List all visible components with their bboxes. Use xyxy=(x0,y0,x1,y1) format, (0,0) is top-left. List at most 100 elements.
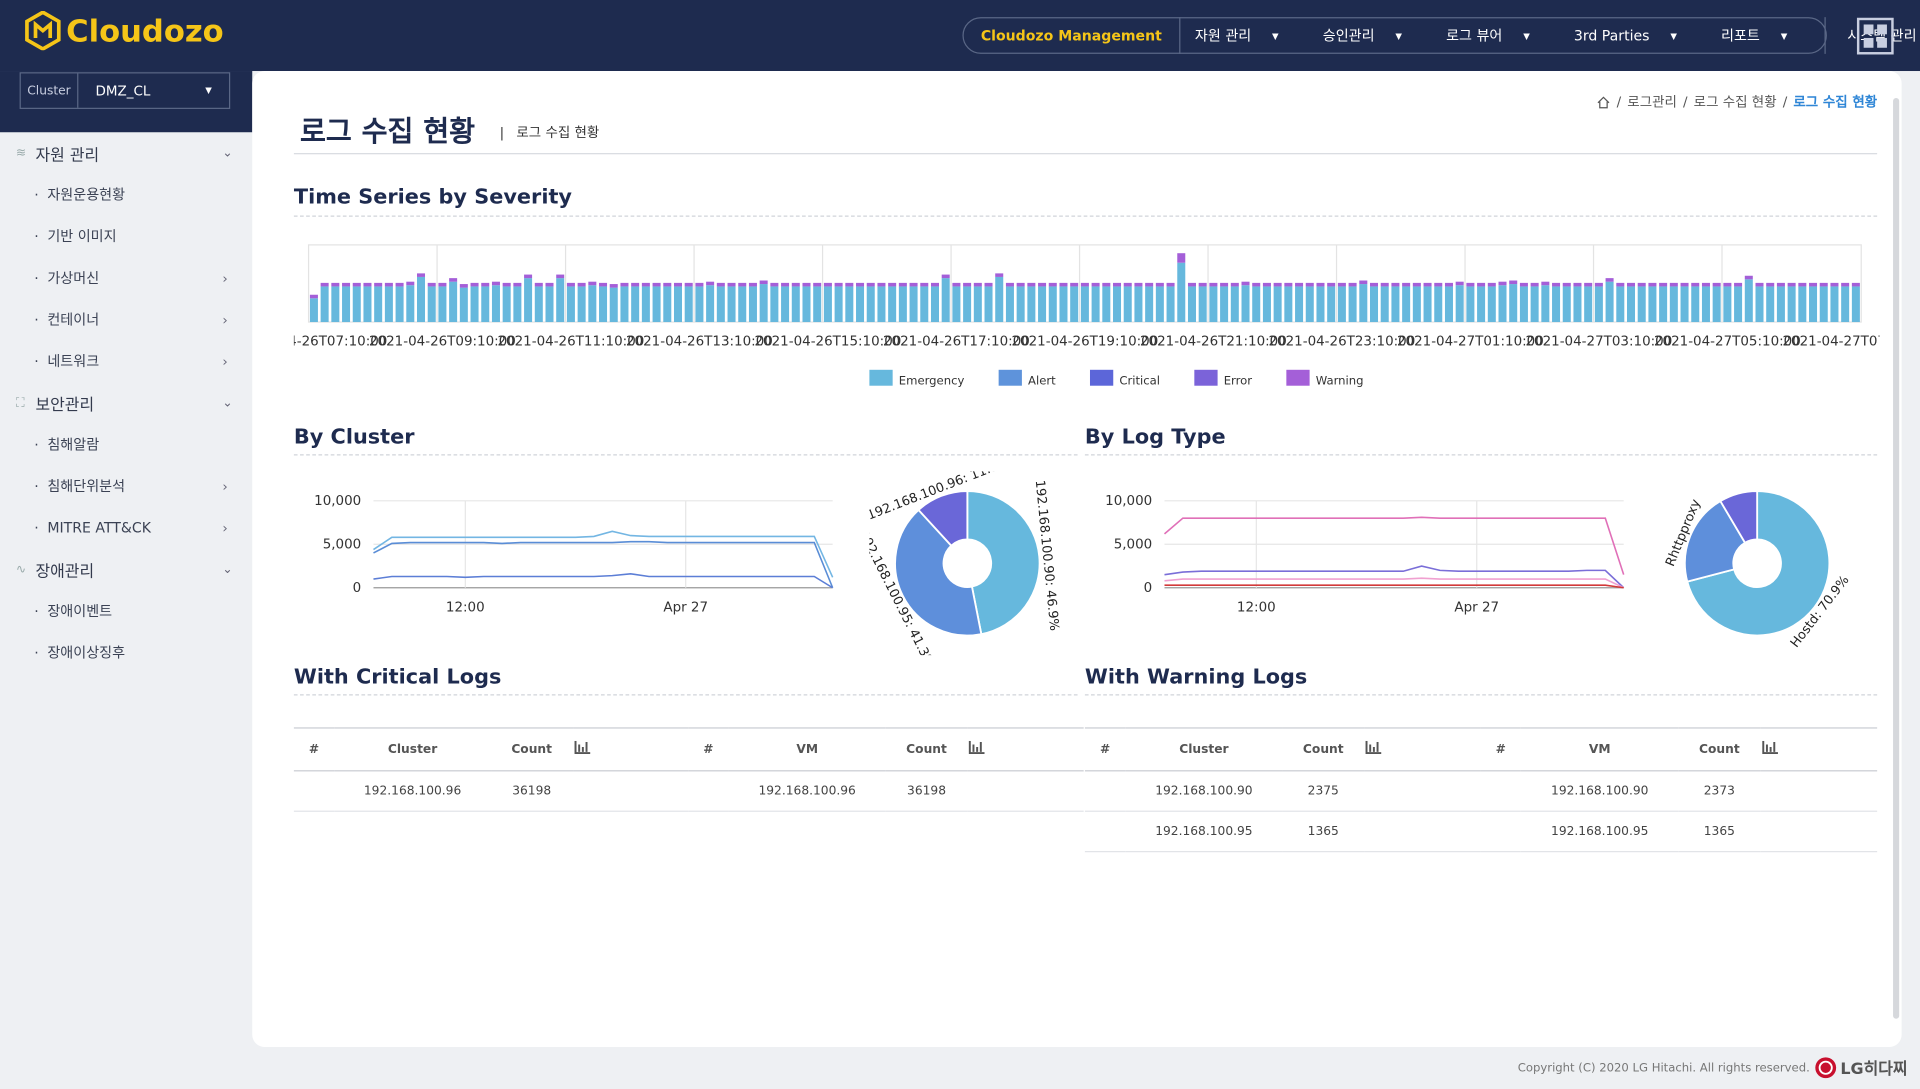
nav-item[interactable]: Cloudozo Management xyxy=(964,17,1181,54)
chart-icon-header[interactable] xyxy=(1760,728,1877,771)
sidebar-item[interactable]: ·침해알람 xyxy=(0,424,252,466)
bar-segment xyxy=(792,286,800,322)
bar-segment xyxy=(1327,283,1335,287)
row-index xyxy=(1085,771,1126,811)
bar-segment xyxy=(1059,283,1067,287)
bar-segment xyxy=(760,284,768,322)
section-icon: ⛶ xyxy=(16,396,29,409)
bar-segment xyxy=(599,283,607,287)
bar-segment xyxy=(1102,283,1110,287)
bullet: · xyxy=(34,519,38,536)
column-header: Count xyxy=(491,728,573,771)
bar-segment xyxy=(1381,283,1389,287)
legend-swatch xyxy=(1090,370,1113,386)
row-index xyxy=(1480,771,1521,811)
data-table: #ClusterCount192.168.100.902375192.168.1… xyxy=(1085,727,1481,852)
bar-segment xyxy=(1777,283,1785,287)
bar-segment xyxy=(1338,283,1346,287)
chart-icon-header[interactable] xyxy=(572,728,688,771)
sidebar-item[interactable]: ·자원운용현황 xyxy=(0,174,252,216)
page-subtitle: 로그 수집 현황 xyxy=(516,125,599,141)
x-tick-label: 2021-04-27T07:10:00 xyxy=(1782,335,1879,350)
bar-segment xyxy=(995,277,1003,322)
nav-item[interactable]: 자원 관리▼ xyxy=(1180,26,1308,46)
bar-segment xyxy=(1413,286,1421,322)
home-icon[interactable] xyxy=(1597,95,1610,108)
bar-segment xyxy=(942,275,950,279)
sidebar-item[interactable]: ·네트워크› xyxy=(0,340,252,382)
row-name: 192.168.100.95 xyxy=(1521,811,1678,851)
nav-item[interactable]: 3rd Parties▼ xyxy=(1559,27,1706,44)
bar-segment xyxy=(331,286,339,322)
bar-segment xyxy=(663,286,671,322)
bar-segment xyxy=(545,286,553,322)
legend-label: Alert xyxy=(1028,373,1056,387)
bar-segment xyxy=(1466,286,1474,322)
bar-segment xyxy=(1745,279,1753,322)
y-tick-label: 0 xyxy=(1144,581,1153,596)
sidebar-item[interactable]: ·기반 이미지 xyxy=(0,216,252,258)
bar-segment xyxy=(1552,283,1560,287)
bar-segment xyxy=(567,286,575,322)
sidebar-item[interactable]: ·장애이벤트 xyxy=(0,590,252,632)
bar-segment xyxy=(1242,285,1250,322)
bar-segment xyxy=(1520,283,1528,287)
bar-segment xyxy=(460,284,468,288)
sidebar-section[interactable]: ⛶보안관리⌄ xyxy=(0,382,252,424)
row-name: 192.168.100.96 xyxy=(729,771,886,811)
y-tick-label: 0 xyxy=(353,581,362,596)
bar-segment xyxy=(438,283,446,287)
data-row: 192.168.100.9636198 xyxy=(688,771,1084,811)
bar-segment xyxy=(353,286,361,322)
bar-segment xyxy=(1595,283,1603,287)
bar-segment xyxy=(835,283,843,287)
bar-segment xyxy=(1284,283,1292,287)
sidebar-item[interactable]: ·장애이상징후 xyxy=(0,632,252,674)
bar-segment xyxy=(535,283,543,287)
bar-icon xyxy=(969,741,986,754)
bar-segment xyxy=(802,286,810,322)
bar-segment xyxy=(438,286,446,322)
menu-grid-icon[interactable] xyxy=(1856,17,1894,55)
bar-segment xyxy=(1049,286,1057,322)
main-nav: Cloudozo Management 자원 관리▼ 승인관리▼ 로그 뷰어▼ … xyxy=(962,17,1826,54)
nav-item[interactable]: 승인관리▼ xyxy=(1308,26,1431,46)
sidebar-item[interactable]: ·컨테이너› xyxy=(0,299,252,341)
sidebar-item[interactable]: ·MITRE ATT&CK› xyxy=(0,507,252,549)
nav-item[interactable]: 리포트▼ xyxy=(1706,26,1824,46)
bar-segment xyxy=(1563,286,1571,322)
y-tick-label: 10,000 xyxy=(314,494,361,509)
bar-segment xyxy=(1209,286,1217,322)
sidebar-section[interactable]: ≋자원 관리⌄ xyxy=(0,132,252,174)
sidebar-item[interactable]: ·가상머신› xyxy=(0,257,252,299)
bar-segment xyxy=(706,285,714,322)
bar-segment xyxy=(1734,286,1742,322)
cluster-select[interactable]: Cluster DMZ_CL▼ xyxy=(20,72,231,109)
item-label: 가상머신 xyxy=(47,268,99,288)
nav-item[interactable]: 로그 뷰어▼ xyxy=(1431,26,1559,46)
bar-segment xyxy=(749,286,757,322)
breadcrumb-item[interactable]: 로그 수집 현황 xyxy=(1694,92,1777,112)
chevron-down: ⌄ xyxy=(222,563,232,576)
bar-segment xyxy=(1531,286,1539,322)
bar-segment xyxy=(1755,283,1763,287)
bar-segment xyxy=(674,283,682,287)
column-header: VM xyxy=(1521,728,1678,771)
chart-icon-header[interactable] xyxy=(967,728,1083,771)
bar-segment xyxy=(802,283,810,287)
bar-segment xyxy=(1638,286,1646,322)
bar-segment xyxy=(899,283,907,287)
bar-segment xyxy=(845,283,853,287)
scrollbar[interactable] xyxy=(1893,98,1899,1019)
logo[interactable]: Cloudozo xyxy=(24,11,223,50)
sidebar-section[interactable]: ∿장애관리⌄ xyxy=(0,549,252,591)
data-row: 192.168.100.9636198 xyxy=(294,771,688,811)
sidebar-item[interactable]: ·침해단위분석› xyxy=(0,465,252,507)
bar-segment xyxy=(1445,286,1453,322)
bar-segment xyxy=(1145,283,1153,287)
line-chart: 05,00010,00012:00Apr 27 xyxy=(1085,484,1636,625)
breadcrumb-item[interactable]: 로그관리 xyxy=(1627,92,1677,112)
bar-segment xyxy=(1252,283,1260,287)
row-index xyxy=(1480,811,1521,851)
chart-icon-header[interactable] xyxy=(1364,728,1480,771)
